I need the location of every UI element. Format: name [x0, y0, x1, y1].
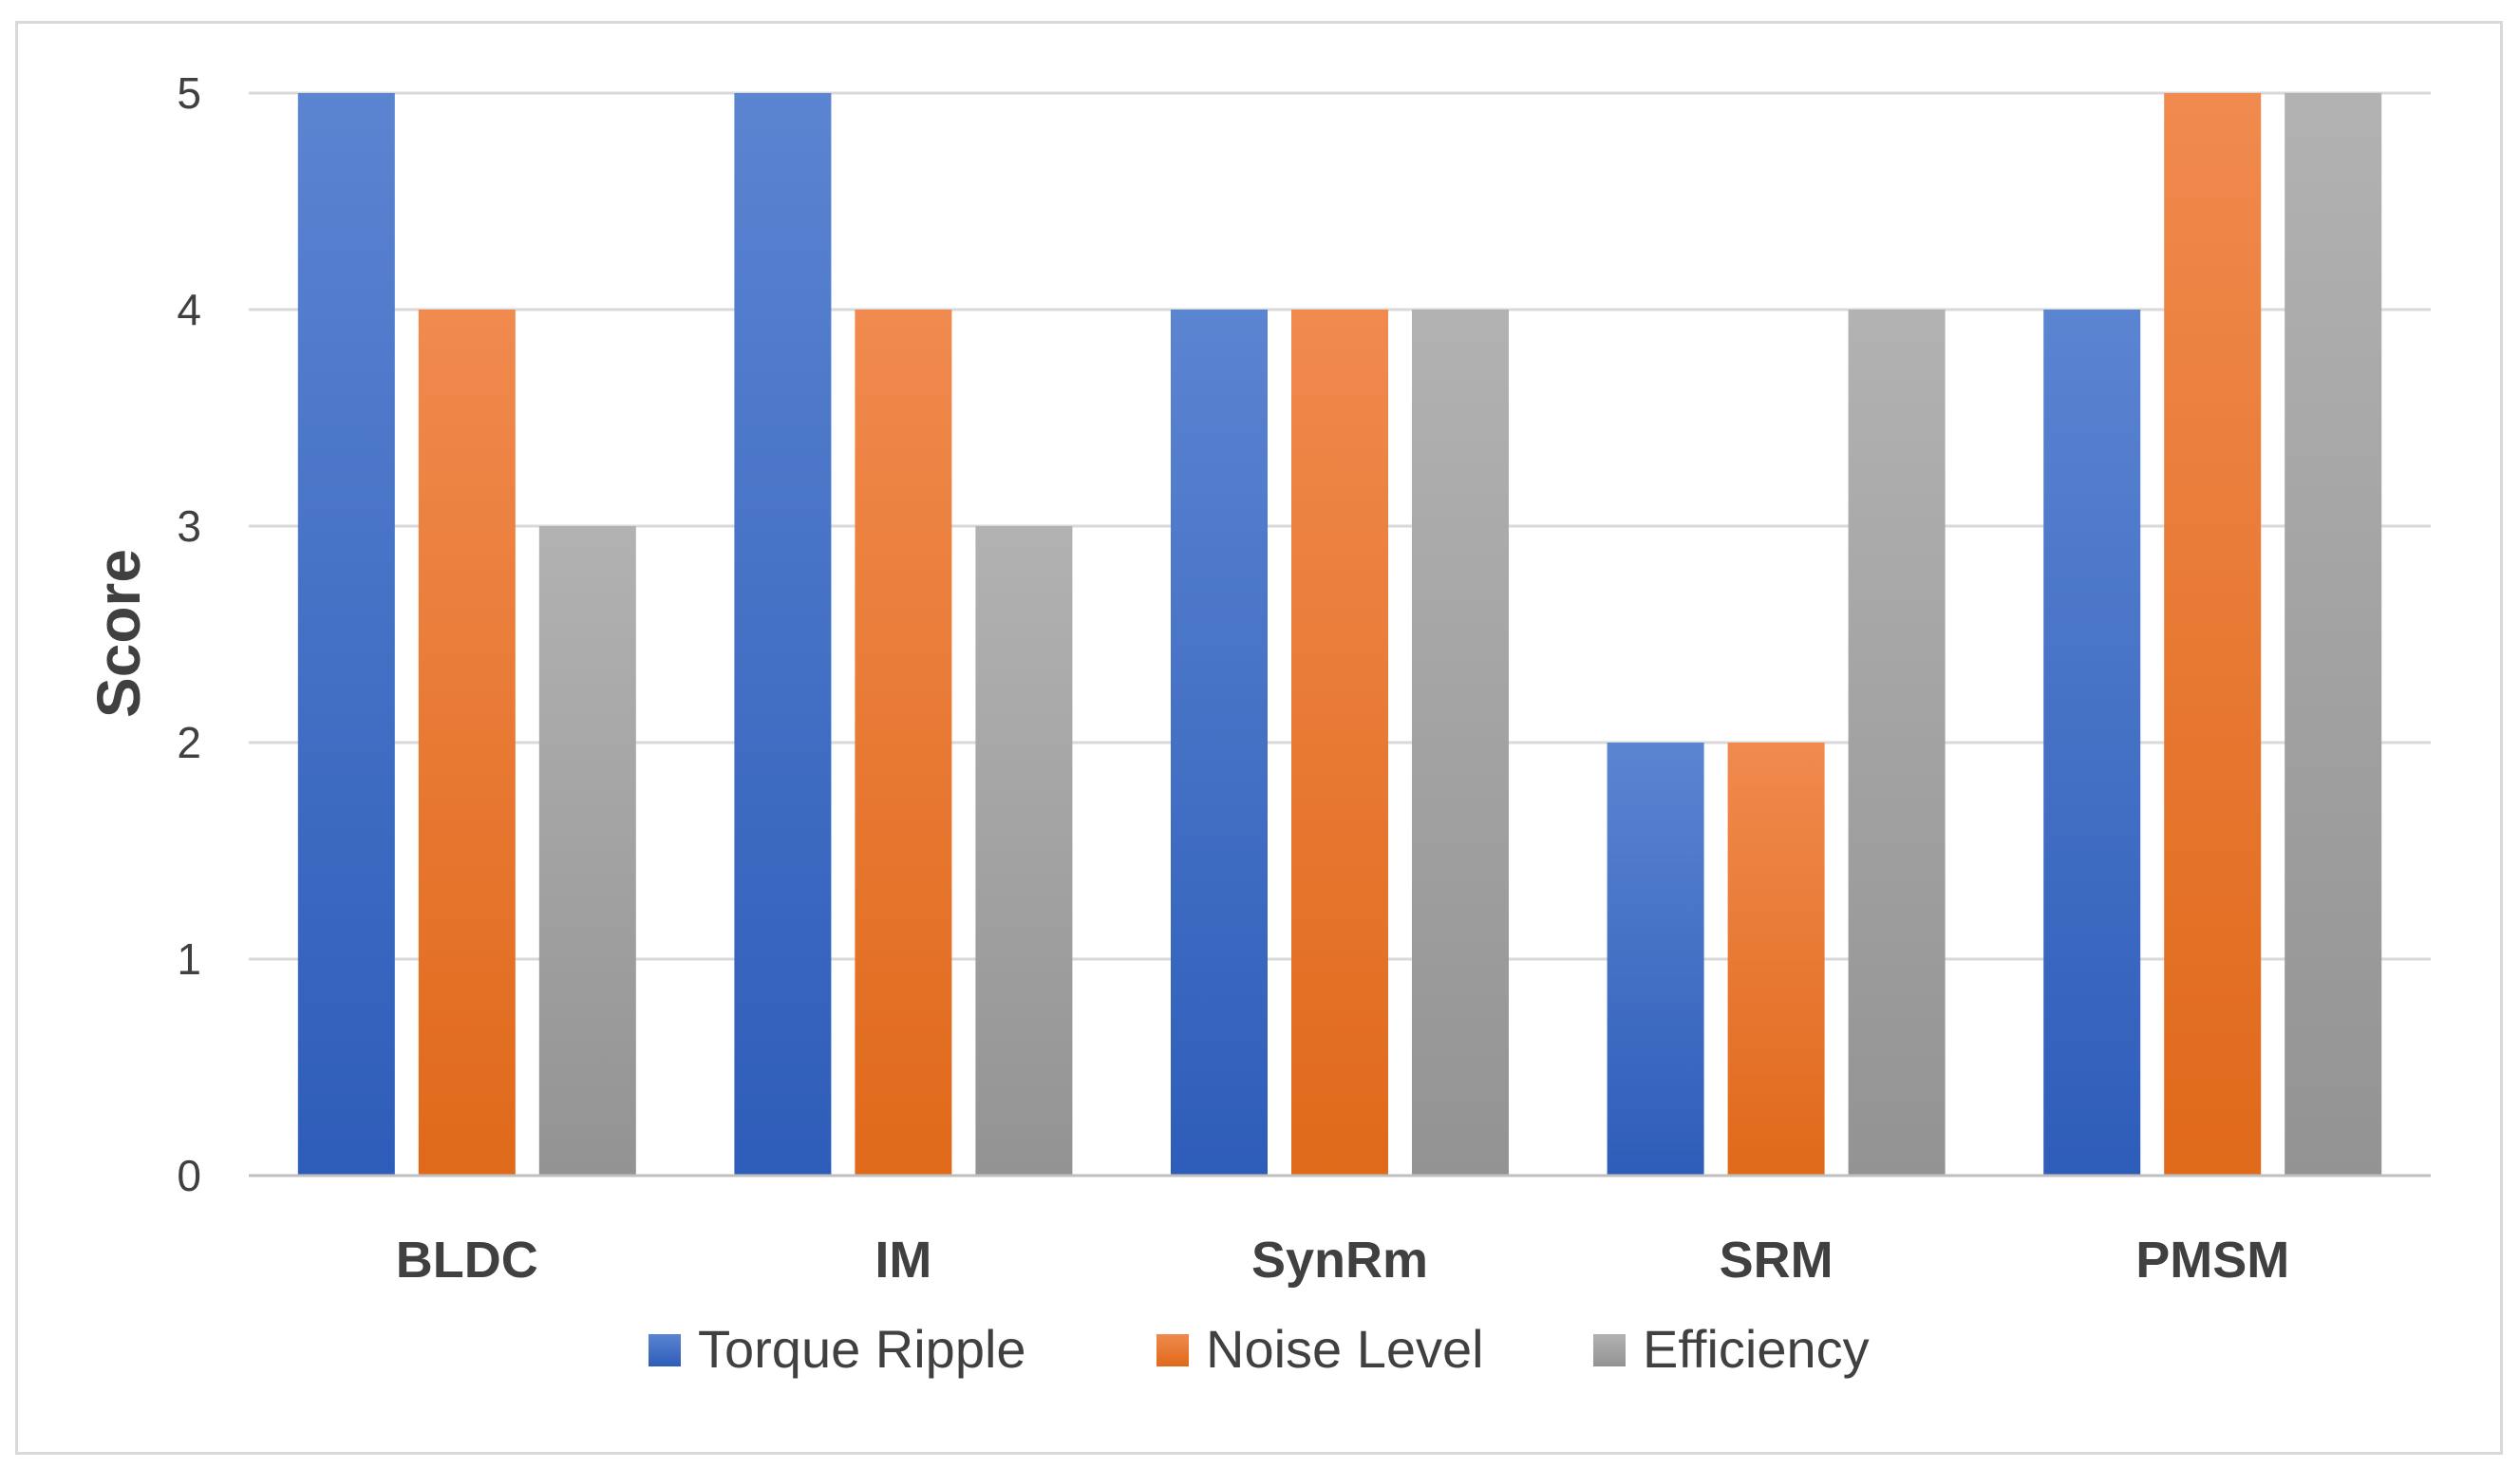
bar-bldc-noise-level — [418, 310, 516, 1176]
y-tick-label: 2 — [177, 718, 201, 767]
y-tick-label: 0 — [177, 1151, 201, 1200]
legend-label: Efficiency — [1643, 1319, 1870, 1379]
y-axis-ticks: 0 1 2 3 4 5 — [177, 68, 201, 1200]
legend-label: Torque Ripple — [698, 1319, 1026, 1379]
bar-bldc-torque-ripple — [297, 93, 395, 1176]
bar-im-noise-level — [855, 310, 952, 1176]
bar-srm-efficiency — [1848, 310, 1946, 1176]
bars — [297, 93, 2382, 1176]
legend-swatch-efficiency — [1593, 1334, 1626, 1366]
bar-pmsm-noise-level — [2164, 93, 2262, 1176]
bar-synrm-efficiency — [1412, 310, 1509, 1176]
y-axis-label: Score — [85, 549, 153, 718]
y-tick-label: 3 — [177, 501, 201, 551]
bar-srm-noise-level — [1727, 743, 1825, 1176]
x-category-label: BLDC — [396, 1232, 538, 1289]
y-tick-label: 4 — [177, 285, 201, 334]
bar-synrm-torque-ripple — [1171, 310, 1268, 1176]
bar-im-torque-ripple — [734, 93, 832, 1176]
x-category-label: IM — [874, 1232, 931, 1289]
x-category-label: SynRm — [1251, 1232, 1428, 1289]
legend-label: Noise Level — [1206, 1319, 1484, 1379]
bar-pmsm-torque-ripple — [2043, 310, 2141, 1176]
y-tick-label: 1 — [177, 934, 201, 984]
x-category-label: SRM — [1720, 1232, 1834, 1289]
legend-swatch-noise-level — [1157, 1334, 1189, 1366]
legend-swatch-torque-ripple — [649, 1334, 681, 1366]
bar-im-efficiency — [975, 526, 1073, 1176]
legend: Torque Ripple Noise Level Efficiency — [649, 1319, 1870, 1379]
bar-synrm-noise-level — [1291, 310, 1388, 1176]
bar-pmsm-efficiency — [2285, 93, 2382, 1176]
x-category-label: PMSM — [2135, 1232, 2289, 1289]
x-axis-category-labels: BLDC IM SynRm SRM PMSM — [396, 1232, 2289, 1289]
bar-bldc-efficiency — [538, 526, 636, 1176]
y-tick-label: 5 — [177, 68, 201, 118]
bar-srm-torque-ripple — [1607, 743, 1704, 1176]
